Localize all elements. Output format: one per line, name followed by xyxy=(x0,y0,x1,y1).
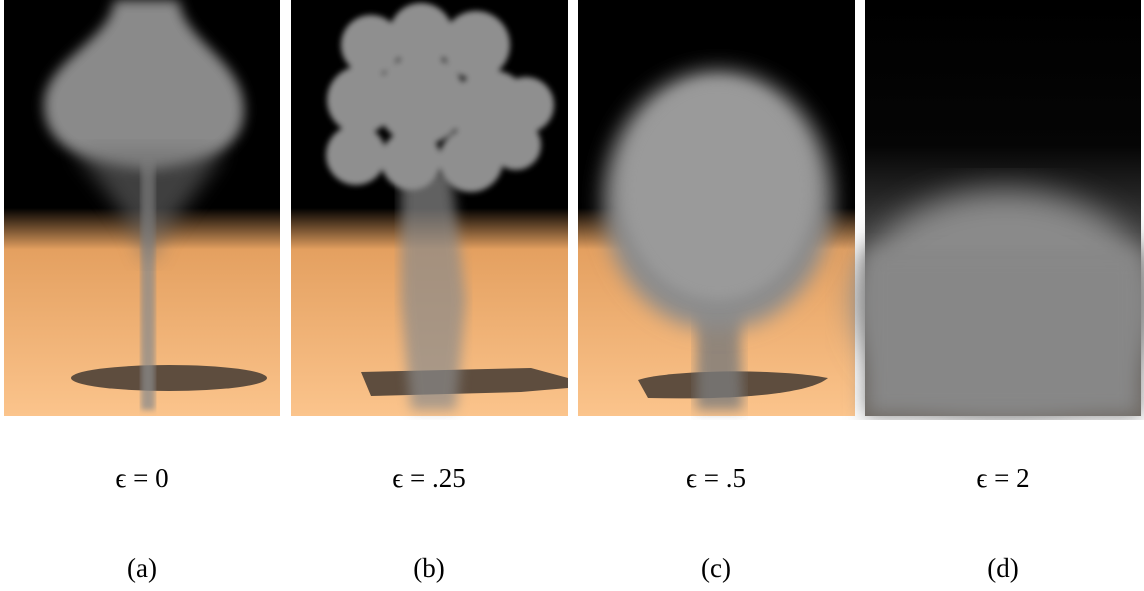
panel-d-image xyxy=(855,0,1144,416)
panel-a-image xyxy=(4,0,280,416)
epsilon-label: ϵ = 0 xyxy=(4,463,280,494)
panel-c-image xyxy=(578,0,855,416)
smoke-base xyxy=(865,250,1141,416)
epsilon-label: ϵ = .5 xyxy=(578,463,854,494)
shadow xyxy=(71,365,267,391)
sub-label: (c) xyxy=(578,553,854,584)
sub-label: (d) xyxy=(865,553,1141,584)
figure-images xyxy=(0,0,1144,420)
sub-label: (b) xyxy=(291,553,567,584)
sub-label: (a) xyxy=(4,553,280,584)
smoke-core xyxy=(623,80,813,300)
page: ϵ = 0 ϵ = .25 ϵ = .5 ϵ = 2 (a) (b) (c) (… xyxy=(0,0,1144,591)
panel-b-image xyxy=(291,0,568,416)
epsilon-label: ϵ = .25 xyxy=(291,463,567,494)
epsilon-label: ϵ = 2 xyxy=(865,463,1141,494)
